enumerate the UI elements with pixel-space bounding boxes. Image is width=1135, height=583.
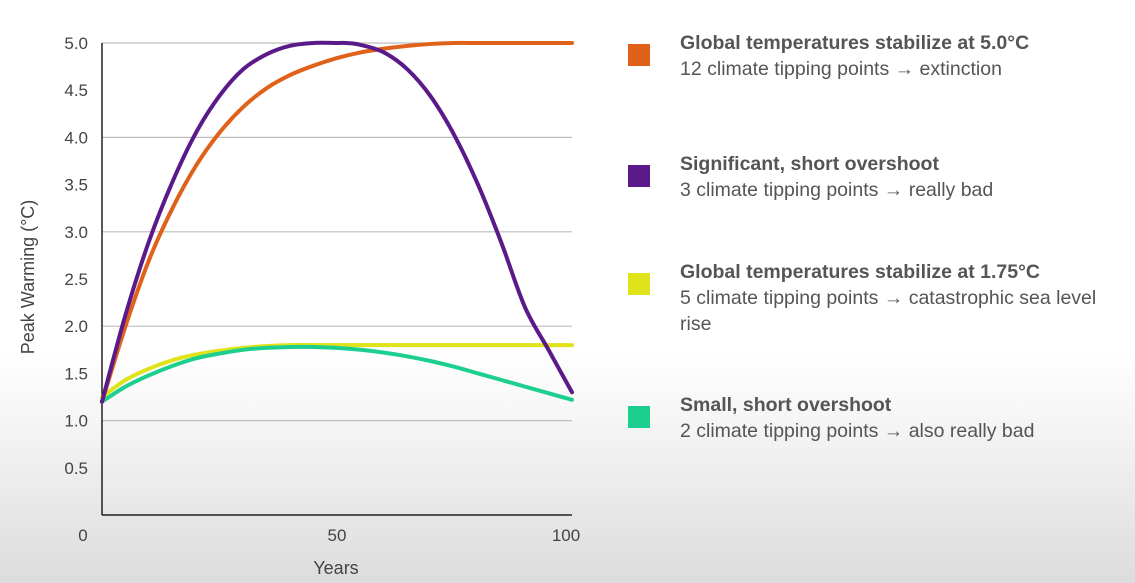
x-tick-label: 100 <box>552 526 580 545</box>
legend-title: Global temperatures stabilize at 1.75°C <box>680 261 1041 283</box>
legend-item-5c: Global temperatures stabilize at 5.0°C 1… <box>628 30 1120 82</box>
y-tick-labels: 0.5 1.0 1.5 2.0 2.5 3.0 3.5 4.0 4.5 5.0 <box>64 34 88 478</box>
series-line-small-overshoot <box>100 344 574 404</box>
legend-item-significant-overshoot: Significant, short overshoot 3 climate t… <box>628 151 1120 203</box>
legend-subtitle: 3 climate tipping points → really bad <box>680 179 994 201</box>
legend-subtitle: 5 climate tipping points → catastrophic … <box>680 287 1097 335</box>
y-tick-label: 3.5 <box>64 176 88 195</box>
y-tick-label: 2.5 <box>64 270 88 289</box>
y-axis-label: Peak Warming (°C) <box>18 200 38 355</box>
legend-title: Global temperatures stabilize at 5.0°C <box>680 32 1030 54</box>
legend-item-small-overshoot: Small, short overshoot 2 climate tipping… <box>628 392 1120 444</box>
x-axis-label: Years <box>313 558 358 578</box>
y-tick-label: 5.0 <box>64 34 88 53</box>
legend-subtitle: 12 climate tipping points → extinction <box>680 58 1002 80</box>
legend-item-1-75c: Global temperatures stabilize at 1.75°C … <box>628 259 1120 337</box>
y-tick-label: 3.0 <box>64 223 88 242</box>
x-tick-label: 0 <box>78 526 87 545</box>
y-tick-label: 0.5 <box>64 459 88 478</box>
legend-swatch-yellow <box>628 273 650 295</box>
legend-swatch-green <box>628 406 650 428</box>
legend-swatch-purple <box>628 165 650 187</box>
legend-subtitle: 2 climate tipping points → also really b… <box>680 420 1035 442</box>
legend-title: Significant, short overshoot <box>680 153 939 175</box>
x-tick-labels: 0 50 100 <box>78 526 580 545</box>
y-tick-label: 1.5 <box>64 364 88 383</box>
x-tick-label: 50 <box>328 526 347 545</box>
series-line-significant-overshoot <box>100 40 574 404</box>
y-tick-label: 2.0 <box>64 317 88 336</box>
y-tick-label: 4.0 <box>64 128 88 147</box>
series-line-stabilize-1-75c <box>100 343 574 399</box>
legend-title: Small, short overshoot <box>680 394 892 416</box>
y-tick-label: 1.0 <box>64 412 88 431</box>
chart: 0.5 1.0 1.5 2.0 2.5 3.0 3.5 4.0 4.5 5.0 0 50 100 Ye… <box>18 34 580 578</box>
series-line-stabilize-5c <box>100 40 574 404</box>
legend-swatch-orange <box>628 44 650 66</box>
axes <box>101 43 572 516</box>
y-tick-label: 4.5 <box>64 81 88 100</box>
series-lines <box>100 40 574 404</box>
